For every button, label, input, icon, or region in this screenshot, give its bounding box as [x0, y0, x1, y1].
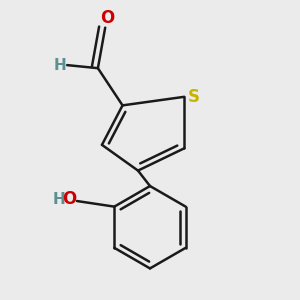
Text: S: S [188, 88, 200, 106]
Text: H: H [53, 192, 65, 207]
Text: O: O [100, 9, 114, 27]
Text: H: H [54, 58, 67, 73]
Text: O: O [62, 190, 76, 208]
